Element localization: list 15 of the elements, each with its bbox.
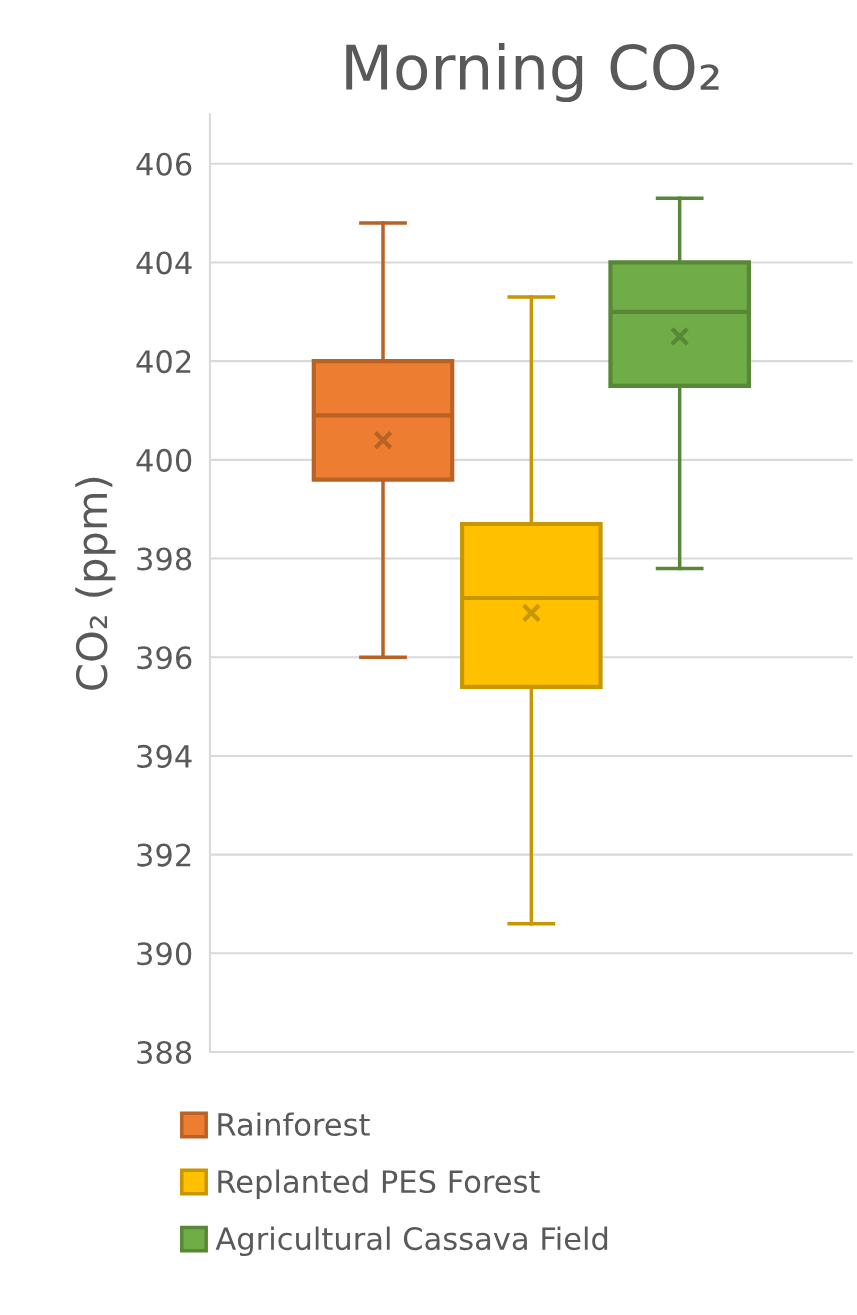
y-tick-label: 402	[136, 350, 191, 374]
y-tick-label: 390	[137, 942, 192, 966]
y-tick-label: 392	[137, 843, 191, 867]
y-tick-label: 396	[137, 646, 192, 670]
legend-label: Replanted PES Forest	[218, 1169, 540, 1200]
y-tick-label: 398	[137, 547, 192, 571]
chart-title: Morning CO₂	[346, 42, 719, 103]
legend-label: Agricultural Cassava Field	[215, 1226, 608, 1257]
y-tick-label: 404	[136, 251, 192, 275]
y-axis-title: CO₂ (ppm)	[75, 477, 116, 690]
y-tick-label: 388	[137, 1040, 192, 1065]
legend-label: Rainforest	[218, 1112, 370, 1137]
y-tick-label: 394	[137, 744, 192, 768]
y-tick-label: 406	[136, 152, 192, 176]
y-tick-label: 400	[136, 448, 192, 472]
